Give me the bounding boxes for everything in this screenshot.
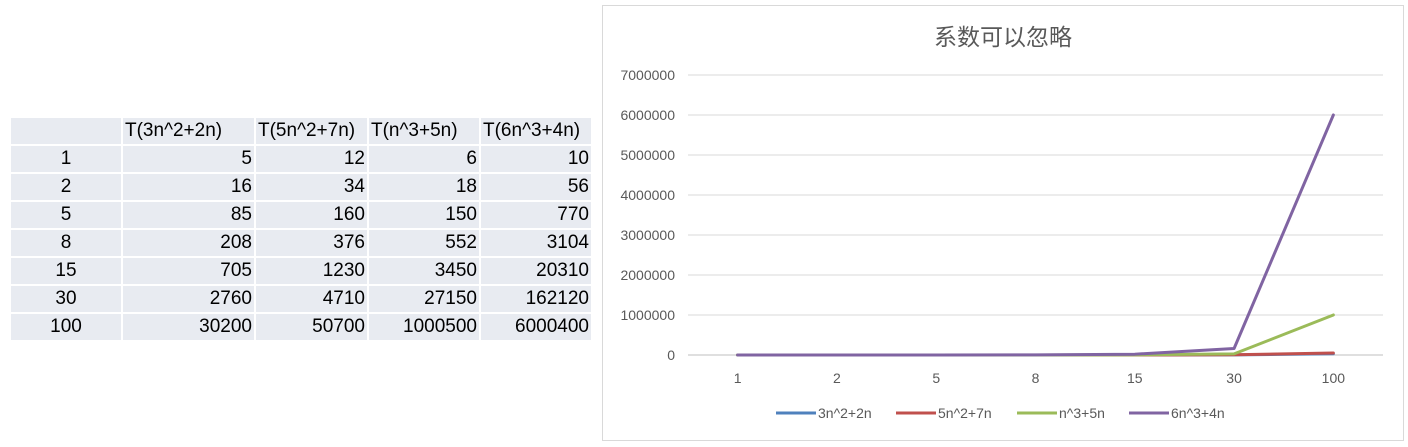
chart-title: 系数可以忽略 — [934, 25, 1072, 51]
header-cell-corner — [11, 118, 121, 144]
legend: 3n^2+2n 5n^2+7n n^3+5n 6n^3+4n — [776, 405, 1225, 421]
table-cell: 10 — [481, 146, 591, 172]
x-tick-label: 1 — [734, 370, 742, 386]
legend-label: 5n^2+7n — [938, 405, 992, 421]
data-table: T(3n^2+2n) T(5n^2+7n) T(n^3+5n) T(6n^3+4… — [9, 116, 593, 342]
header-cell: T(3n^2+2n) — [123, 118, 254, 144]
table-row: 8 208 376 552 3104 — [11, 230, 591, 256]
legend-label: 6n^3+4n — [1171, 405, 1225, 421]
table-row: 30 2760 4710 27150 162120 — [11, 286, 591, 312]
table-cell: 85 — [123, 202, 254, 228]
table-cell: 6 — [369, 146, 479, 172]
table-cell: 150 — [369, 202, 479, 228]
table-cell: 20310 — [481, 258, 591, 284]
table-cell: 705 — [123, 258, 254, 284]
y-tick-label: 1000000 — [620, 307, 675, 323]
y-tick-label: 6000000 — [620, 107, 675, 123]
gridlines — [688, 74, 1383, 356]
row-label-cell: 15 — [11, 258, 121, 284]
y-tick-label: 2000000 — [620, 267, 675, 283]
table-row: 1 5 12 6 10 — [11, 146, 591, 172]
table-row: 2 16 34 18 56 — [11, 174, 591, 200]
table-row: 5 85 160 150 770 — [11, 202, 591, 228]
table-cell: 5 — [123, 146, 254, 172]
table-cell: 160 — [256, 202, 367, 228]
table-cell: 1000500 — [369, 314, 479, 340]
x-tick-label: 2 — [833, 370, 841, 386]
legend-label: 3n^2+2n — [818, 405, 872, 421]
y-tick-label: 5000000 — [620, 147, 675, 163]
header-cell: T(6n^3+4n) — [481, 118, 591, 144]
table-cell: 3104 — [481, 230, 591, 256]
legend-label: n^3+5n — [1059, 405, 1105, 421]
table-header-row: T(3n^2+2n) T(5n^2+7n) T(n^3+5n) T(6n^3+4… — [11, 118, 591, 144]
header-cell: T(5n^2+7n) — [256, 118, 367, 144]
table-cell: 376 — [256, 230, 367, 256]
series-line — [736, 313, 1335, 357]
series-line — [736, 113, 1335, 357]
table-cell: 16 — [123, 174, 254, 200]
x-axis-ticks: 1 2 5 8 15 30 100 — [734, 370, 1346, 386]
y-tick-label: 3000000 — [620, 227, 675, 243]
table-body: 1 5 12 6 10 2 16 34 18 56 5 85 160 150 7… — [11, 146, 591, 340]
table-cell: 6000400 — [481, 314, 591, 340]
table-header: T(3n^2+2n) T(5n^2+7n) T(n^3+5n) T(6n^3+4… — [11, 118, 591, 144]
x-tick-label: 15 — [1127, 370, 1143, 386]
chart-svg: 系数可以忽略 0 1000000 2000000 3000000 4000000 5000… — [620, 25, 1383, 421]
x-tick-label: 8 — [1032, 370, 1040, 386]
table-cell: 34 — [256, 174, 367, 200]
series-lines — [736, 113, 1335, 357]
y-tick-label: 4000000 — [620, 187, 675, 203]
table-cell: 4710 — [256, 286, 367, 312]
y-tick-label: 7000000 — [620, 67, 675, 83]
x-tick-label: 100 — [1322, 370, 1346, 386]
row-label-cell: 8 — [11, 230, 121, 256]
header-cell: T(n^3+5n) — [369, 118, 479, 144]
x-tick-label: 5 — [932, 370, 940, 386]
table-cell: 30200 — [123, 314, 254, 340]
row-label-cell: 5 — [11, 202, 121, 228]
row-label-cell: 2 — [11, 174, 121, 200]
line-chart: 系数可以忽略 0 1000000 2000000 3000000 4000000 5000… — [602, 5, 1404, 441]
row-label-cell: 30 — [11, 286, 121, 312]
table-cell: 208 — [123, 230, 254, 256]
table-cell: 12 — [256, 146, 367, 172]
table-cell: 3450 — [369, 258, 479, 284]
table-cell: 50700 — [256, 314, 367, 340]
table-cell: 1230 — [256, 258, 367, 284]
table-row: 15 705 1230 3450 20310 — [11, 258, 591, 284]
table-row: 100 30200 50700 1000500 6000400 — [11, 314, 591, 340]
row-label-cell: 1 — [11, 146, 121, 172]
table-cell: 770 — [481, 202, 591, 228]
x-tick-label: 30 — [1226, 370, 1242, 386]
table-cell: 18 — [369, 174, 479, 200]
table-cell: 2760 — [123, 286, 254, 312]
table-cell: 56 — [481, 174, 591, 200]
y-tick-label: 0 — [667, 347, 675, 363]
table-cell: 27150 — [369, 286, 479, 312]
row-label-cell: 100 — [11, 314, 121, 340]
table-cell: 162120 — [481, 286, 591, 312]
y-axis-ticks: 0 1000000 2000000 3000000 4000000 5000000 6000… — [620, 67, 675, 363]
table-cell: 552 — [369, 230, 479, 256]
